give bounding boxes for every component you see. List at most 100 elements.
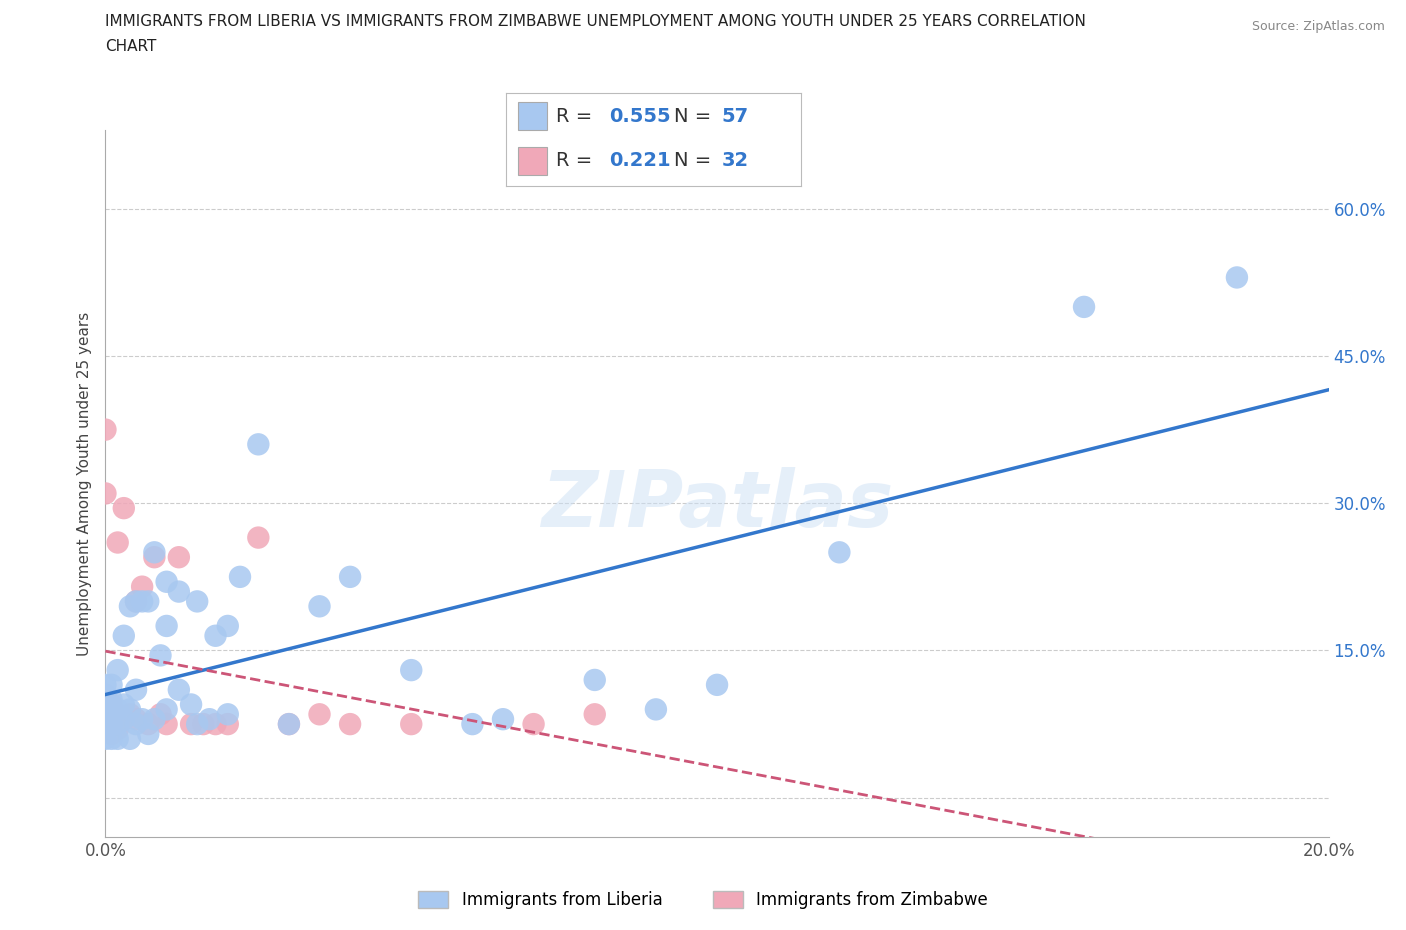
- Point: [217, 707, 239, 722]
- Point: [143, 545, 166, 560]
- Point: [112, 698, 135, 712]
- Point: [828, 545, 851, 560]
- Text: 0.555: 0.555: [610, 107, 671, 126]
- Point: [180, 717, 202, 732]
- Point: [112, 629, 135, 644]
- Point: [94, 707, 117, 722]
- Legend: Immigrants from Liberia, Immigrants from Zimbabwe: Immigrants from Liberia, Immigrants from…: [411, 883, 995, 917]
- Point: [100, 692, 122, 707]
- Point: [277, 717, 299, 732]
- Point: [277, 717, 299, 732]
- Point: [217, 618, 239, 633]
- Point: [136, 726, 159, 741]
- Point: [100, 726, 122, 741]
- Point: [167, 683, 190, 698]
- Point: [107, 702, 129, 717]
- Point: [180, 698, 202, 712]
- Point: [107, 717, 129, 732]
- Point: [118, 731, 141, 746]
- Point: [1226, 270, 1249, 285]
- Point: [308, 599, 330, 614]
- Y-axis label: Unemployment Among Youth under 25 years: Unemployment Among Youth under 25 years: [76, 312, 91, 656]
- Point: [143, 711, 166, 726]
- Point: [167, 584, 190, 599]
- Point: [247, 437, 270, 452]
- Point: [143, 550, 166, 565]
- Point: [155, 575, 177, 590]
- Point: [155, 717, 177, 732]
- Point: [399, 717, 422, 732]
- Point: [94, 698, 117, 712]
- Point: [112, 711, 135, 726]
- Point: [217, 717, 239, 732]
- Point: [247, 530, 270, 545]
- Text: R =: R =: [557, 107, 599, 126]
- Text: N =: N =: [675, 152, 718, 170]
- Point: [706, 677, 728, 692]
- Point: [583, 672, 606, 687]
- Point: [94, 687, 117, 702]
- Point: [125, 711, 148, 726]
- Point: [94, 486, 117, 501]
- Point: [583, 707, 606, 722]
- Point: [107, 731, 129, 746]
- Point: [100, 707, 122, 722]
- Point: [131, 711, 153, 726]
- Point: [118, 599, 141, 614]
- Text: CHART: CHART: [105, 39, 157, 54]
- Point: [94, 422, 117, 437]
- Text: R =: R =: [557, 152, 599, 170]
- FancyBboxPatch shape: [517, 102, 547, 130]
- Point: [131, 579, 153, 594]
- Point: [339, 717, 361, 732]
- Point: [94, 722, 117, 737]
- Point: [149, 707, 172, 722]
- Point: [308, 707, 330, 722]
- Point: [204, 629, 226, 644]
- Point: [94, 698, 117, 712]
- Point: [155, 618, 177, 633]
- Point: [149, 648, 172, 663]
- Point: [461, 717, 484, 732]
- Point: [186, 594, 208, 609]
- Text: N =: N =: [675, 107, 718, 126]
- Point: [198, 711, 221, 726]
- Point: [399, 663, 422, 678]
- Point: [644, 702, 666, 717]
- Point: [125, 683, 148, 698]
- Point: [94, 677, 117, 692]
- Point: [131, 594, 153, 609]
- Point: [107, 535, 129, 550]
- Point: [193, 717, 215, 732]
- Text: ZIPatlas: ZIPatlas: [541, 467, 893, 543]
- Point: [94, 731, 117, 746]
- Point: [100, 677, 122, 692]
- FancyBboxPatch shape: [517, 147, 547, 175]
- Point: [339, 569, 361, 584]
- Point: [155, 702, 177, 717]
- Point: [186, 717, 208, 732]
- Point: [125, 594, 148, 609]
- Point: [136, 717, 159, 732]
- Point: [523, 717, 546, 732]
- Point: [107, 722, 129, 737]
- Text: 57: 57: [721, 107, 749, 126]
- Point: [229, 569, 252, 584]
- Text: 0.221: 0.221: [610, 152, 671, 170]
- Point: [94, 711, 117, 726]
- Point: [492, 711, 515, 726]
- Text: 32: 32: [721, 152, 749, 170]
- Point: [112, 711, 135, 726]
- Text: IMMIGRANTS FROM LIBERIA VS IMMIGRANTS FROM ZIMBABWE UNEMPLOYMENT AMONG YOUTH UND: IMMIGRANTS FROM LIBERIA VS IMMIGRANTS FR…: [105, 14, 1087, 29]
- Point: [167, 550, 190, 565]
- Point: [118, 702, 141, 717]
- Point: [125, 594, 148, 609]
- Point: [100, 717, 122, 732]
- Point: [136, 594, 159, 609]
- Point: [107, 663, 129, 678]
- Point: [125, 717, 148, 732]
- Point: [100, 731, 122, 746]
- Point: [118, 707, 141, 722]
- Text: Source: ZipAtlas.com: Source: ZipAtlas.com: [1251, 20, 1385, 33]
- Point: [112, 500, 135, 515]
